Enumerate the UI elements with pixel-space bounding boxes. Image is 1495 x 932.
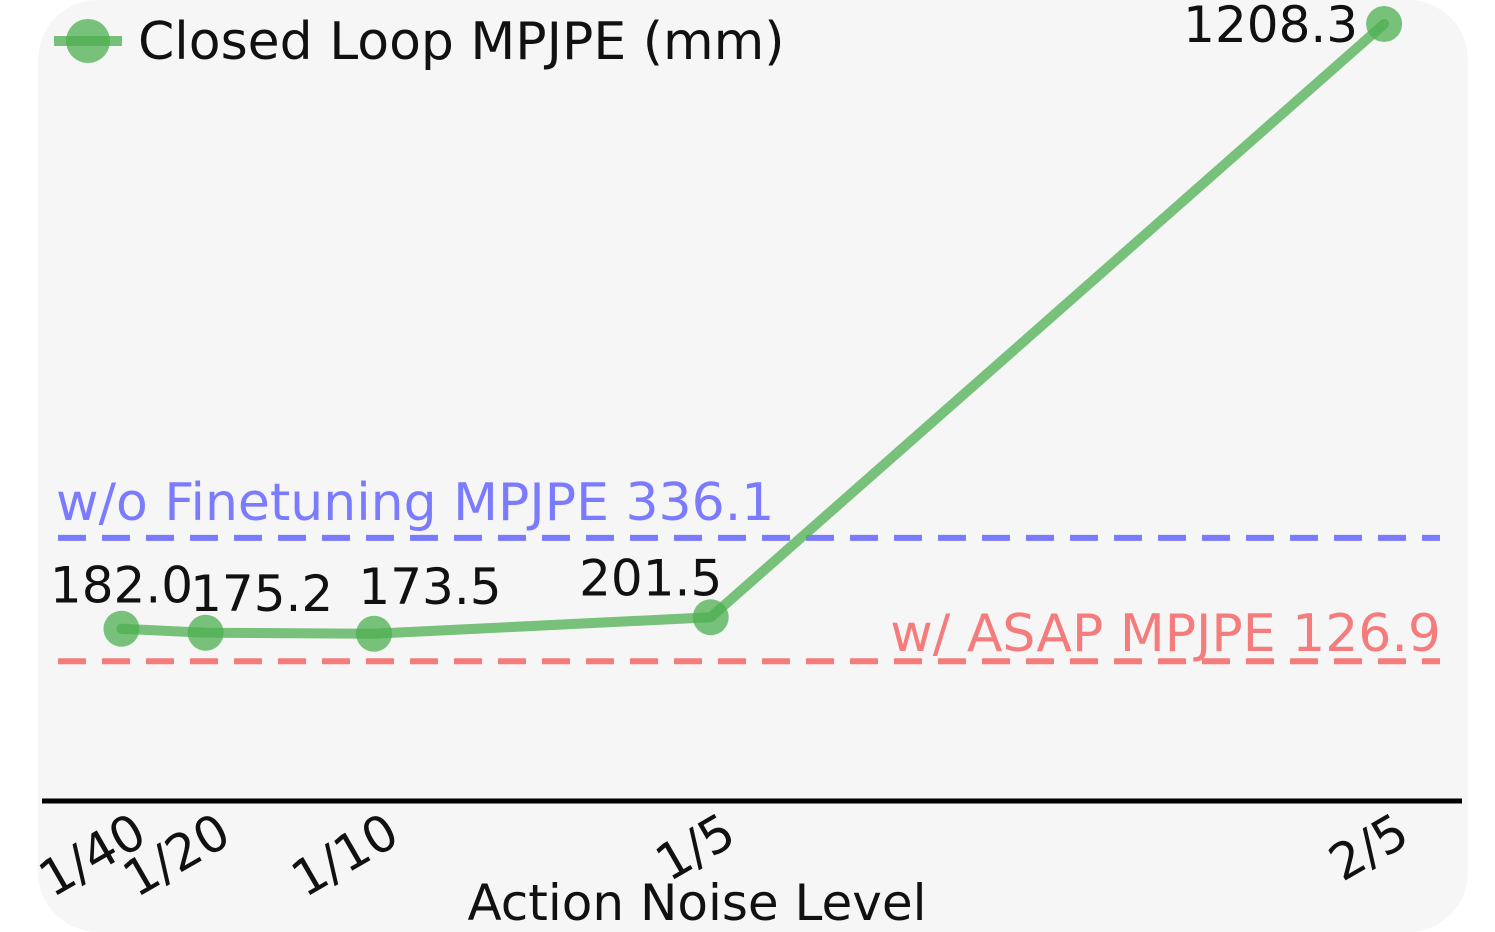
legend-point-marker xyxy=(66,19,110,63)
legend: Closed Loop MPJPE (mm) xyxy=(54,12,785,72)
legend-label: Closed Loop MPJPE (mm) xyxy=(138,12,785,72)
data-point-1 xyxy=(187,614,224,651)
series-line-closed-loop xyxy=(116,18,1390,639)
data-label-4: 1208.3 xyxy=(1183,0,1358,54)
x-tick-label-4: 2/5 xyxy=(1319,802,1418,892)
reference-label-wo-finetuning: w/o Finetuning MPJPE 336.1 xyxy=(56,473,774,533)
data-label-2: 173.5 xyxy=(358,558,501,616)
reference-label-asap: w/ ASAP MPJPE 126.9 xyxy=(890,604,1441,664)
data-point-3 xyxy=(692,599,729,636)
data-point-2 xyxy=(356,615,392,652)
series-points xyxy=(103,5,1403,652)
data-label-3: 201.5 xyxy=(579,549,722,607)
data-point-4 xyxy=(1366,5,1403,42)
x-tick-label-2: 1/10 xyxy=(282,802,408,908)
data-label-0: 182.0 xyxy=(50,557,193,615)
data-point-0 xyxy=(103,610,140,647)
data-label-1: 175.2 xyxy=(190,565,333,623)
x-axis-label: Action Noise Level xyxy=(467,874,926,932)
